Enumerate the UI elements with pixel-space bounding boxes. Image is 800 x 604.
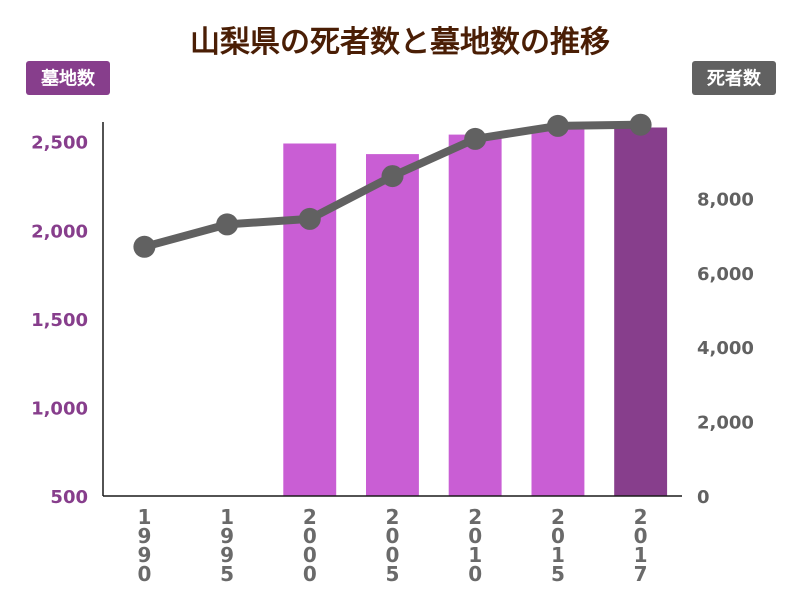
bar-2000 (283, 143, 337, 496)
left-axis-badge-bg (26, 61, 110, 95)
left-tick-label: 1,000 (31, 398, 88, 419)
left-tick-label: 2,500 (31, 133, 88, 154)
right-tick-label: 4,000 (697, 338, 754, 359)
right-axis-ticks: 0 2,000 4,000 6,000 8,000 (697, 189, 754, 508)
left-tick-label: 1,500 (31, 310, 88, 331)
deaths-point-2017 (629, 113, 652, 136)
deaths-point-2005 (381, 165, 404, 188)
chart-title: 山梨県の死者数と墓地数の推移 (190, 25, 610, 60)
right-tick-label: 8,000 (697, 189, 754, 210)
right-axis-title: 死者数 (707, 68, 762, 90)
left-tick-label: 2,000 (31, 221, 88, 242)
left-axis-ticks: 500 1,000 1,500 2,000 2,500 (31, 133, 88, 508)
bar-2017 (614, 127, 668, 496)
right-tick-label: 6,000 (697, 264, 754, 285)
left-tick-label: 500 (50, 487, 88, 508)
deaths-point-2015 (546, 114, 569, 137)
x-axis-ticks: 1 9 9 0 1 9 9 5 2 0 0 0 2 0 0 5 2 0 1 0 2 0 1 5 2 0 1 7 (137, 505, 647, 586)
deaths-point-1995 (216, 213, 239, 236)
right-axis-badge: 死者数 (692, 61, 776, 95)
bar-2010 (448, 134, 502, 496)
right-tick-label: 0 (697, 487, 710, 508)
bar-2015 (531, 127, 585, 496)
right-axis-badge-bg (692, 61, 776, 95)
right-tick-label: 2,000 (697, 413, 754, 434)
left-axis-title: 墓地数 (40, 68, 96, 90)
deaths-point-1990 (133, 235, 156, 258)
deaths-point-2010 (464, 127, 487, 150)
bar-2005 (366, 154, 419, 496)
axes (102, 122, 682, 497)
line-series (133, 113, 652, 258)
bar-series (283, 127, 668, 496)
deaths-point-2000 (298, 207, 321, 230)
left-axis-badge: 墓地数 (26, 61, 110, 95)
